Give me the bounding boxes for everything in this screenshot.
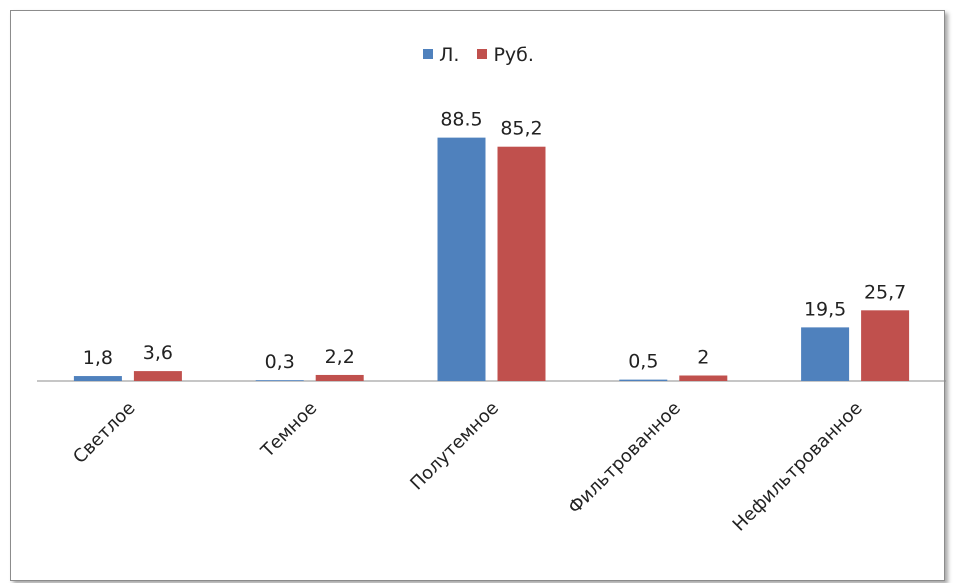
bar-1-1 — [73, 376, 122, 381]
x-tick-label-2: Темное — [257, 398, 322, 463]
data-label-1-2: 0,3 — [265, 351, 295, 373]
legend-label-series-2: Руб. — [493, 44, 534, 66]
legend-swatch-series-2 — [477, 48, 488, 59]
x-tick-label-5: Нефильтрованное — [729, 398, 867, 536]
bar-1-3 — [437, 137, 486, 381]
bar-2-3 — [497, 146, 546, 381]
legend: Л. Руб. — [0, 44, 957, 66]
data-label-2-3: 85,2 — [500, 118, 542, 140]
legend-label-series-1: Л. — [439, 44, 460, 66]
data-label-1-4: 0,5 — [628, 351, 658, 373]
data-label-2-1: 3,6 — [143, 342, 173, 364]
data-label-1-5: 19,5 — [804, 298, 846, 320]
x-tick-label-1: Светлое — [69, 398, 139, 468]
bar-1-5 — [801, 327, 850, 381]
data-label-2-2: 2,2 — [325, 346, 355, 368]
legend-item-series-1: Л. — [423, 44, 459, 66]
bar-2-4 — [679, 375, 728, 381]
bar-2-2 — [315, 374, 364, 381]
data-label-1-1: 1,8 — [83, 347, 113, 369]
x-tick-label-4: Фильтрованное — [564, 398, 685, 519]
bar-1-2 — [255, 380, 304, 381]
bar-2-1 — [133, 371, 182, 381]
legend-item-series-2: Руб. — [477, 44, 534, 66]
data-label-2-5: 25,7 — [864, 281, 906, 303]
data-label-1-3: 88.5 — [440, 109, 482, 131]
data-label-2-4: 2 — [697, 347, 709, 369]
bar-2-5 — [861, 310, 910, 381]
bar-1-4 — [619, 379, 668, 381]
legend-swatch-series-1 — [423, 48, 434, 59]
x-tick-label-3: Полутемное — [406, 398, 503, 495]
